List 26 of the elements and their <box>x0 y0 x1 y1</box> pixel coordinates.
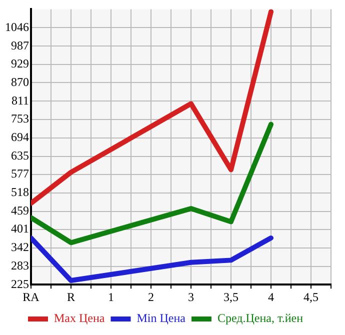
legend-label: Сред.Цена, т.йен <box>217 311 304 326</box>
y-tick-label: 401 <box>11 222 29 236</box>
x-tick-label: 3 <box>188 290 194 304</box>
x-tick-label: R <box>66 290 76 304</box>
x-tick-label: 1 <box>108 290 114 304</box>
y-tick-label: 577 <box>11 166 29 181</box>
x-tick-label: 4,5 <box>304 290 318 304</box>
y-tick-label: 283 <box>11 258 29 273</box>
x-tick-label: 3,5 <box>224 290 238 304</box>
x-tick-label: 2 <box>148 290 154 304</box>
y-tick-label: 518 <box>11 185 29 200</box>
y-tick-label: 635 <box>11 148 29 162</box>
y-tick-label: 225 <box>11 276 29 291</box>
legend-label: Min Цена <box>136 311 186 326</box>
x-tick-label: 4 <box>268 290 274 304</box>
x-tick-label: RA <box>22 290 40 304</box>
y-tick-label: 459 <box>11 204 29 218</box>
y-tick-label: 870 <box>11 74 29 89</box>
y-tick-label: 811 <box>11 93 29 108</box>
y-tick-label: 1046 <box>5 20 29 34</box>
y-tick-label: 694 <box>11 130 29 144</box>
legend-label: Max Цена <box>54 311 106 326</box>
y-tick-label: 929 <box>11 56 29 70</box>
y-tick-label: 987 <box>11 38 29 52</box>
y-tick-label: 753 <box>11 112 29 126</box>
y-tick-label: 342 <box>11 240 29 254</box>
